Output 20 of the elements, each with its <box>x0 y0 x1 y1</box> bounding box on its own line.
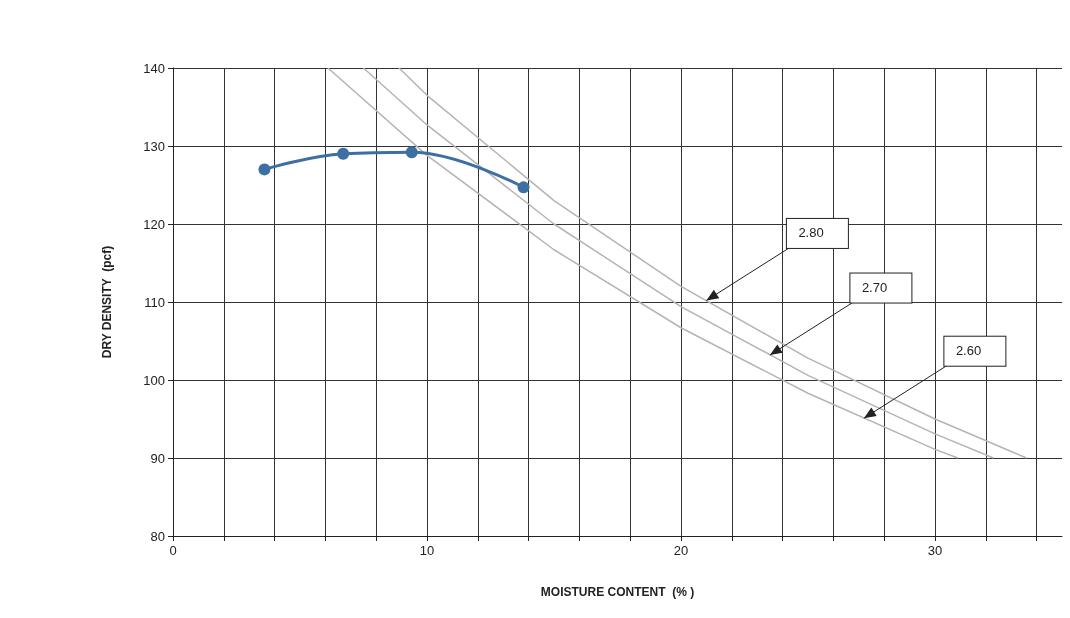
y-tick-label: 120 <box>143 216 165 232</box>
y-tick-label: 140 <box>143 60 165 76</box>
point <box>337 147 350 160</box>
x-tick-label: 20 <box>673 543 689 558</box>
x-axis-title: MOISTURE CONTENT (% ) <box>540 585 695 599</box>
y-tick-label: 90 <box>150 450 165 466</box>
annotation: 2.60 <box>955 343 982 360</box>
y-tick-label: 100 <box>143 372 165 388</box>
y-tick-label: 110 <box>144 294 165 310</box>
y-tick-label: 80 <box>150 528 165 544</box>
x-tick-label: 30 <box>927 543 943 558</box>
annotation: 2.80 <box>798 225 824 242</box>
point <box>517 181 530 194</box>
y-tick-label: 130 <box>143 138 165 154</box>
x-tick-label: 0 <box>169 543 177 558</box>
x-tick-label: 10 <box>419 543 435 558</box>
y-axis-title: DRY DENSITY (pcf) <box>100 245 114 359</box>
point <box>258 163 271 176</box>
annotation: 2.70 <box>861 280 888 297</box>
point <box>405 146 418 159</box>
